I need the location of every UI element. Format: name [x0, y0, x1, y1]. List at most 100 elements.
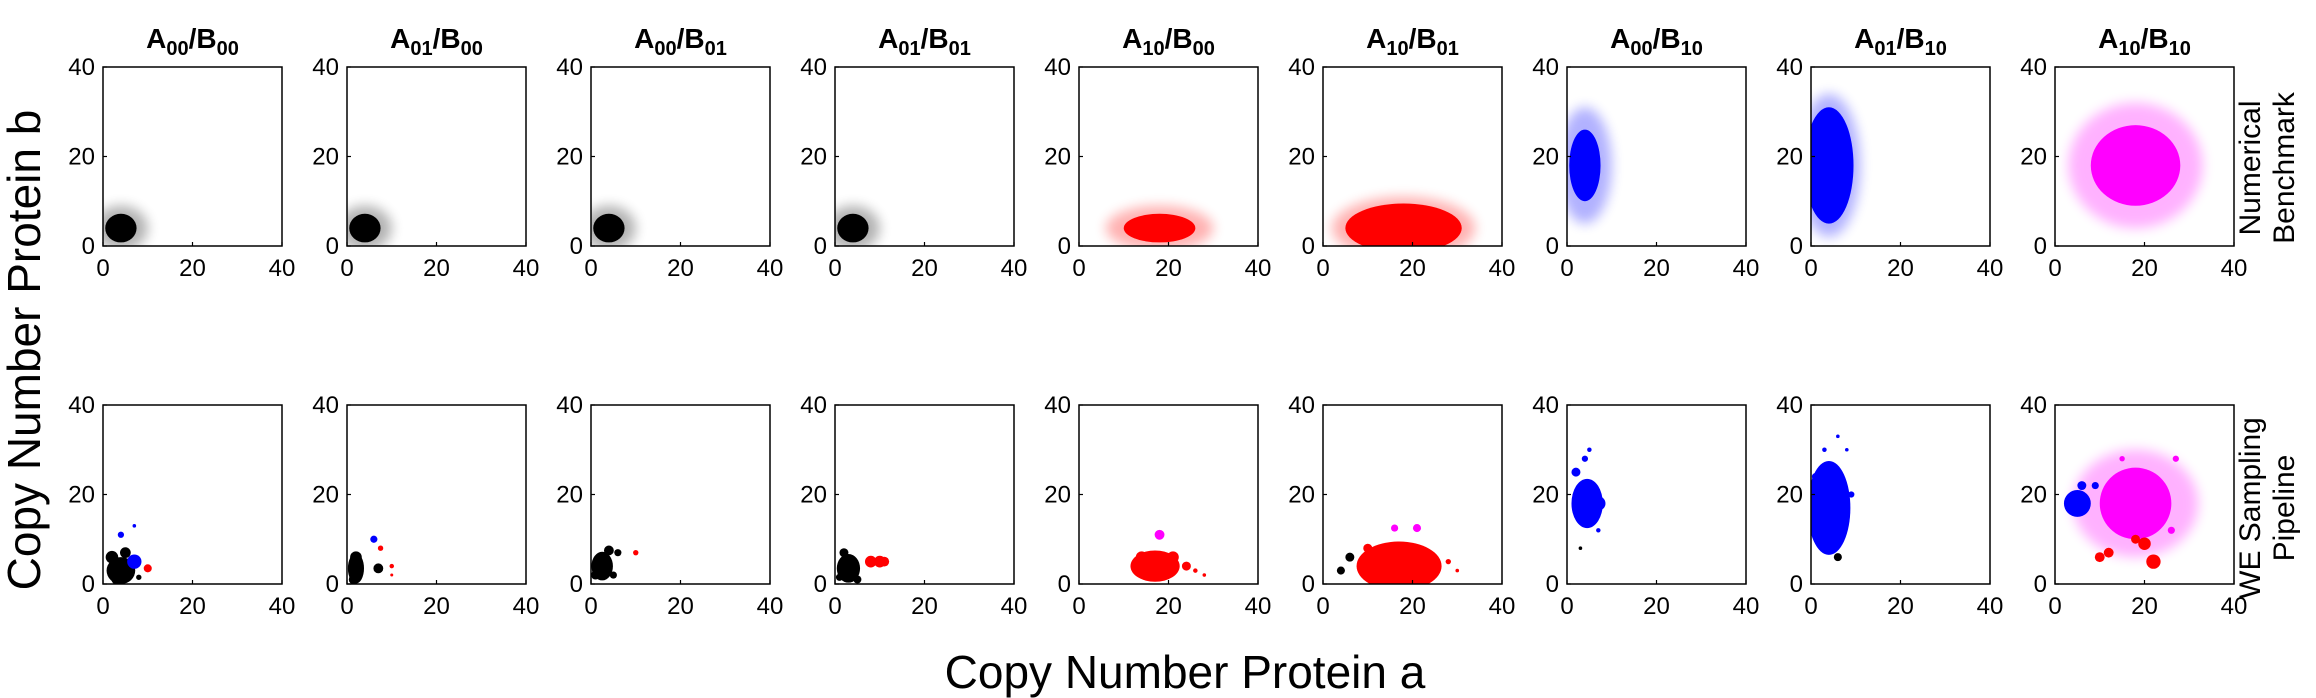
- y-tick-label: 0: [1790, 571, 1803, 598]
- data-point: [143, 564, 152, 573]
- data-point: [2094, 552, 2105, 563]
- x-tick-label: 0: [584, 255, 597, 282]
- y-tick-label: 20: [556, 144, 583, 171]
- axes-frame: [590, 404, 771, 585]
- plot-area: [347, 535, 394, 584]
- panel-title: A01/B10: [1854, 23, 1947, 60]
- plot-area: [835, 548, 890, 584]
- data-point: [1578, 546, 1583, 550]
- x-tick-label: 20: [1399, 593, 1426, 620]
- data-point: [1822, 447, 1827, 452]
- x-tick-label: 40: [757, 255, 784, 282]
- x-tick-label: 20: [911, 593, 938, 620]
- x-tick-label: 40: [1733, 593, 1760, 620]
- row-label-sampling: WE Sampling Pipeline: [2234, 417, 2301, 599]
- x-tick-label: 20: [1399, 255, 1426, 282]
- y-tick-label: 0: [814, 571, 827, 598]
- y-tick-label: 40: [1532, 54, 1559, 81]
- plot-area: [835, 205, 880, 246]
- x-tick-label: 40: [269, 255, 296, 282]
- x-tick-label: 40: [757, 593, 784, 620]
- axes-frame: [346, 404, 527, 585]
- data-point: [389, 563, 394, 569]
- data-point: [864, 555, 877, 568]
- data-point: [1412, 524, 1422, 533]
- data-point: [105, 550, 119, 564]
- data-point: [1336, 566, 1345, 575]
- y-axis-label: Copy Number Protein b: [0, 110, 50, 591]
- data-point: [1445, 558, 1451, 565]
- data-point: [1836, 434, 1840, 439]
- data-point: [839, 548, 849, 558]
- row-label-benchmark-line2: Benchmark: [2268, 91, 2301, 244]
- panel-title: A01/B01: [878, 23, 971, 60]
- data-point: [1167, 551, 1179, 563]
- y-tick-label: 40: [1044, 54, 1071, 81]
- data-point: [127, 554, 142, 569]
- data-point: [1154, 529, 1165, 540]
- x-tick-label: 40: [1245, 593, 1272, 620]
- x-tick-label: 40: [2221, 255, 2248, 282]
- x-tick-label: 0: [2048, 593, 2061, 620]
- y-tick-label: 20: [312, 144, 339, 171]
- x-tick-label: 20: [1643, 255, 1670, 282]
- data-point: [1391, 524, 1399, 532]
- panel-sampling-1: 0 20 40 0 20 40: [312, 392, 539, 620]
- data-point: [1596, 528, 1601, 533]
- plot-area: [591, 205, 636, 246]
- panel-benchmark-4: 0 20 40 0 20 40 A10/B00: [1044, 23, 1271, 282]
- y-tick-label: 40: [2020, 54, 2047, 81]
- panel-title: A00/B01: [634, 23, 727, 60]
- x-tick-label: 0: [1072, 593, 1085, 620]
- y-tick-label: 40: [312, 54, 339, 81]
- y-tick-label: 0: [2034, 233, 2047, 260]
- y-tick-label: 0: [326, 233, 339, 260]
- panel-benchmark-8: 0 20 40 0 20 40 A10/B10: [2020, 23, 2247, 282]
- x-tick-label: 20: [1887, 255, 1914, 282]
- panel-title: A10/B10: [2098, 23, 2191, 60]
- data-point: [2077, 481, 2087, 491]
- plot-area: [105, 524, 152, 584]
- panel-benchmark-5: 0 20 40 0 20 40 A10/B01: [1288, 23, 1515, 282]
- density-blob-black: [105, 213, 137, 243]
- data-point: [2119, 456, 2125, 462]
- y-tick-label: 0: [1302, 233, 1315, 260]
- density-blob-red: [1123, 213, 1196, 243]
- x-tick-label: 20: [911, 255, 938, 282]
- panel-sampling-2: 0 20 40 0 20 40: [556, 392, 783, 620]
- panel-title: A10/B01: [1366, 23, 1459, 60]
- x-tick-label: 0: [828, 593, 841, 620]
- y-tick-label: 0: [1058, 233, 1071, 260]
- y-tick-label: 20: [1288, 482, 1315, 509]
- x-tick-label: 20: [667, 593, 694, 620]
- y-tick-label: 20: [1288, 144, 1315, 171]
- plot-area: [347, 205, 392, 246]
- data-point: [1571, 467, 1581, 477]
- x-tick-label: 20: [179, 593, 206, 620]
- panel-sampling-6: 0 20 40 0 20 40: [1532, 392, 1759, 620]
- x-tick-label: 0: [96, 255, 109, 282]
- plot-area: [2063, 449, 2199, 569]
- data-point: [377, 545, 384, 551]
- plot-area: [591, 545, 639, 581]
- y-tick-label: 20: [1532, 144, 1559, 171]
- y-tick-label: 0: [814, 233, 827, 260]
- x-tick-label: 40: [513, 593, 540, 620]
- data-point: [132, 524, 137, 528]
- plot-area: [1130, 529, 1207, 582]
- panel-benchmark-7: 0 20 40 0 20 40 A01/B10: [1776, 23, 2003, 282]
- x-tick-label: 20: [1887, 593, 1914, 620]
- y-tick-label: 40: [1288, 392, 1315, 419]
- y-tick-label: 40: [68, 54, 95, 81]
- x-tick-label: 20: [667, 255, 694, 282]
- y-tick-label: 20: [1044, 482, 1071, 509]
- y-tick-label: 40: [556, 392, 583, 419]
- x-tick-label: 0: [96, 593, 109, 620]
- data-point: [614, 549, 622, 557]
- y-tick-label: 20: [2020, 144, 2047, 171]
- x-tick-label: 0: [1316, 593, 1329, 620]
- data-point: [348, 574, 359, 584]
- density-blob-black: [837, 213, 869, 243]
